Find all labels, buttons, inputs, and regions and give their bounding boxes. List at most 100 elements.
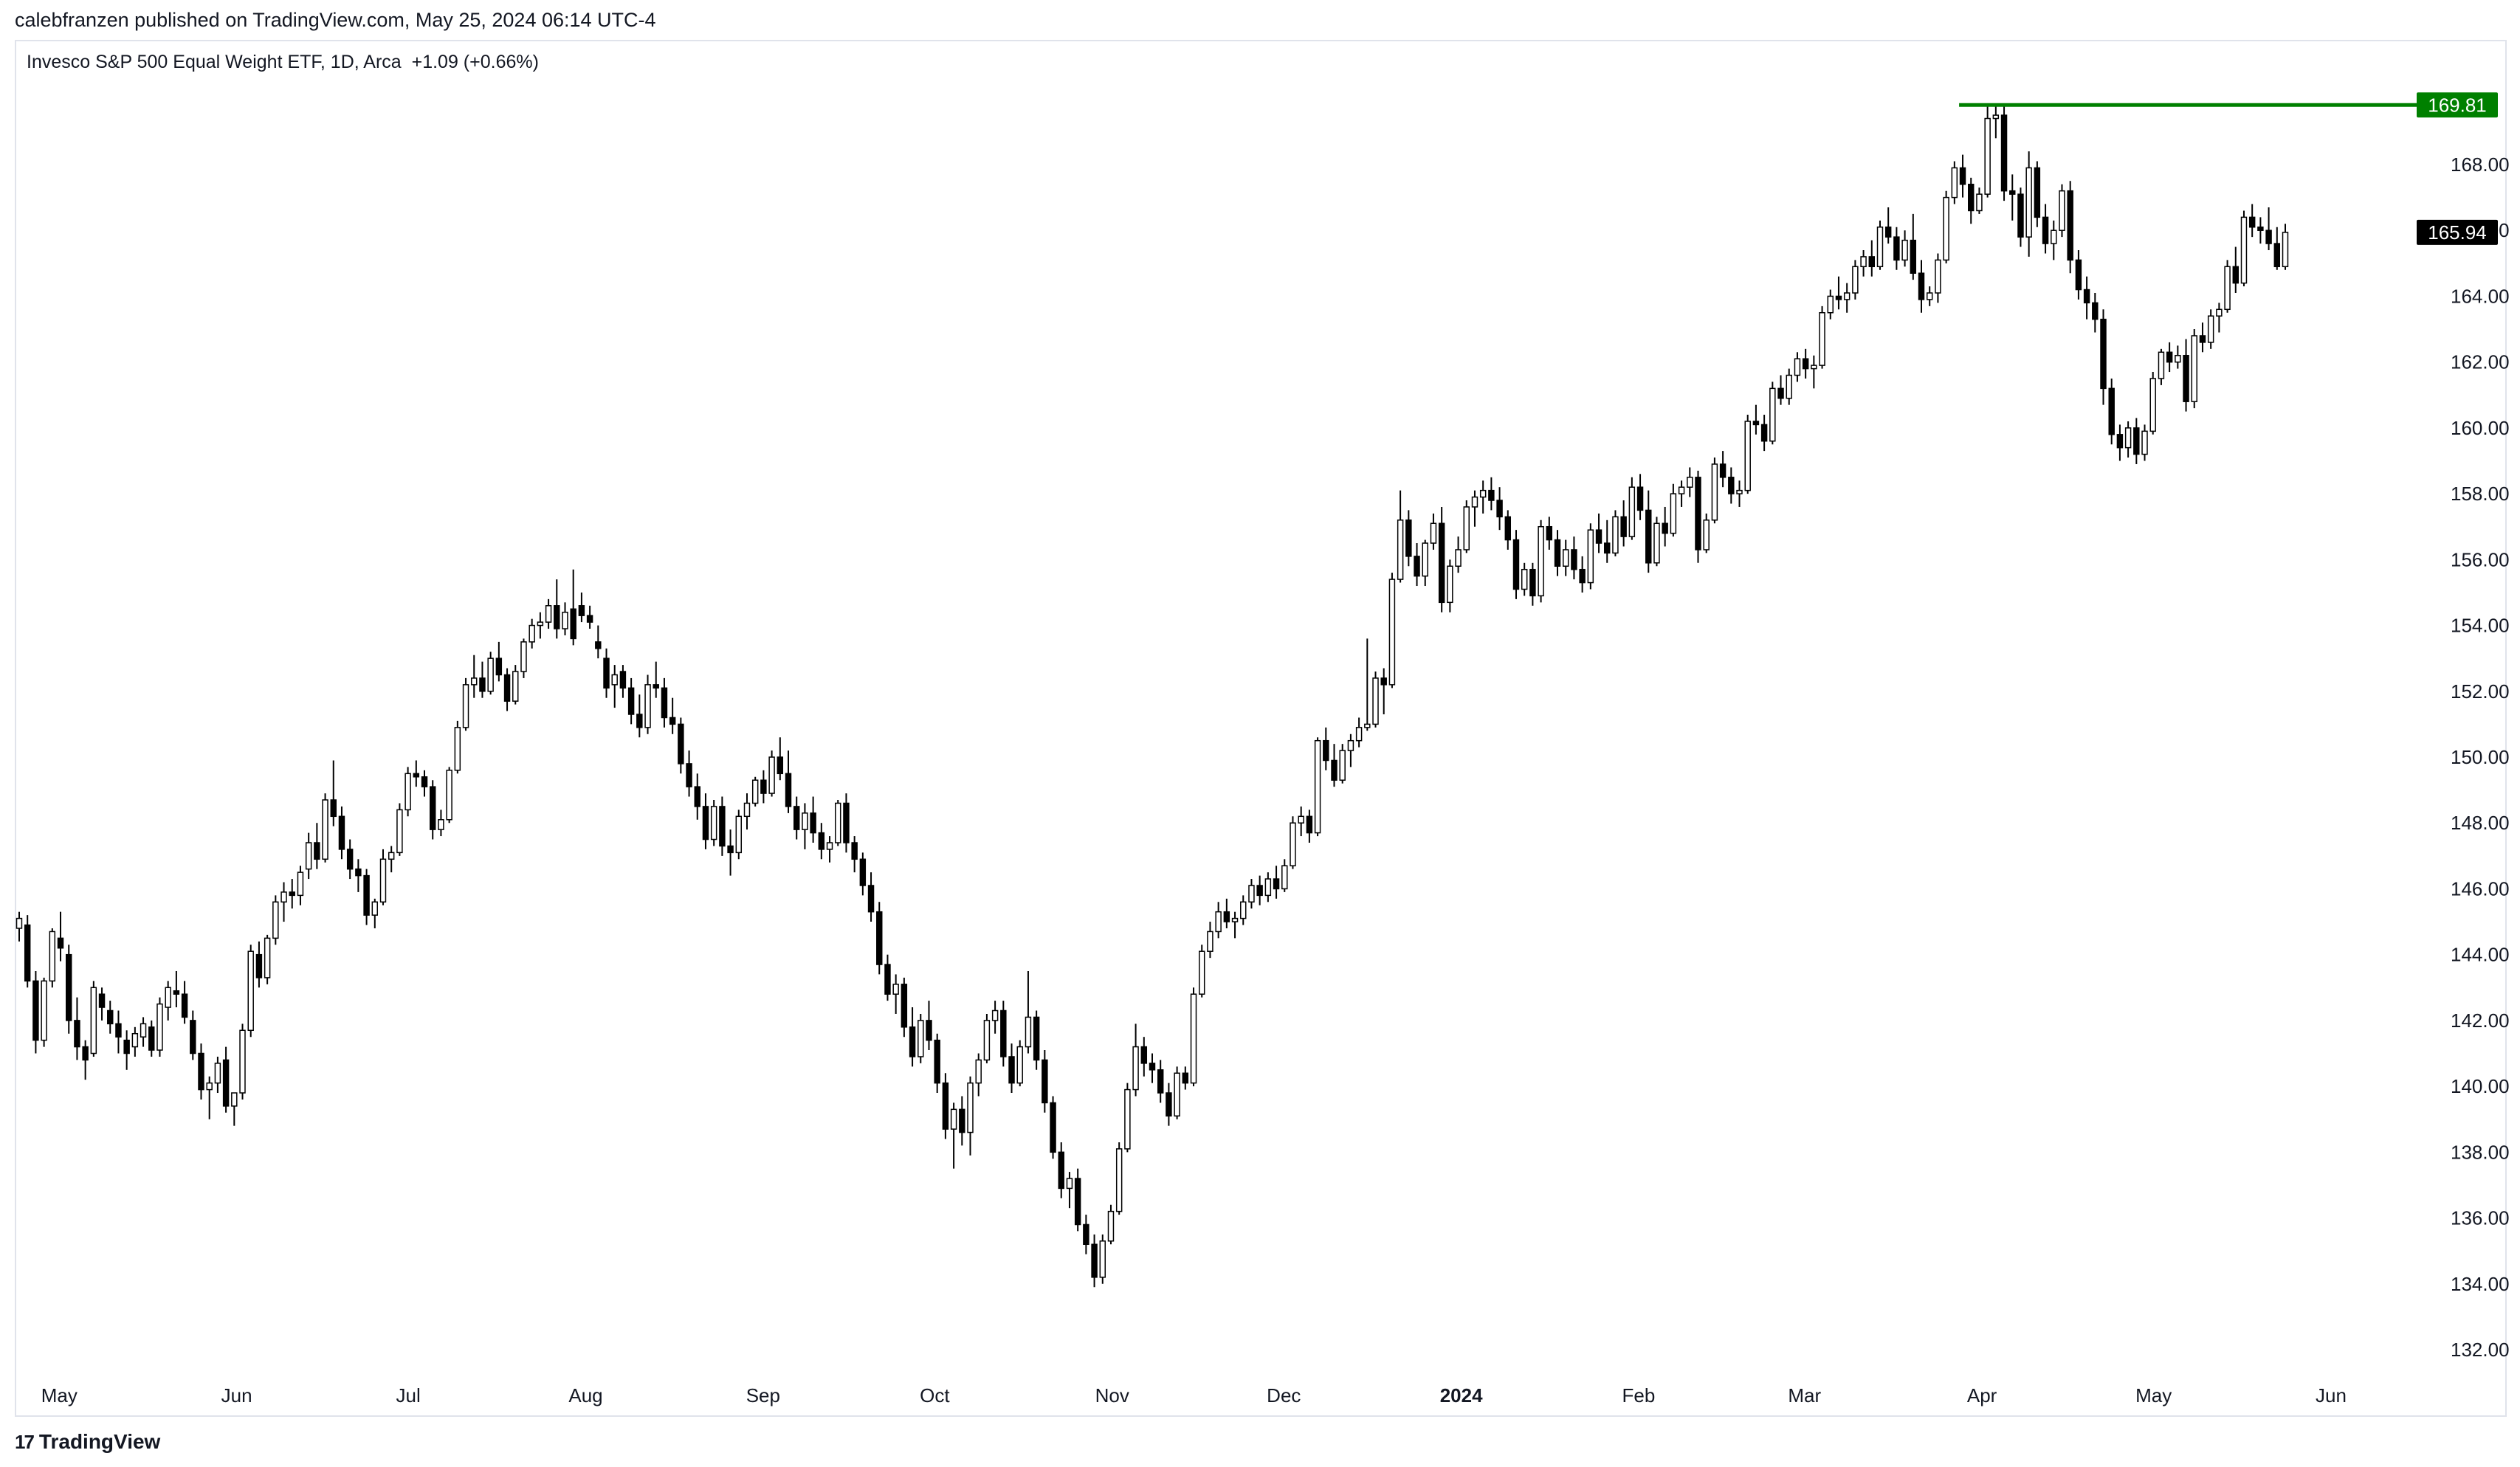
y-axis-tick-label: 168.00	[2451, 153, 2510, 176]
candle-body	[1422, 542, 1428, 577]
candle-body	[1935, 259, 1941, 294]
candle-body	[165, 987, 171, 1008]
candle-body	[1091, 1243, 1098, 1278]
candle-body	[1687, 477, 1693, 488]
candle-body	[1951, 167, 1958, 199]
candle-body	[1777, 387, 1784, 399]
candle-body	[413, 773, 420, 778]
candle-body	[959, 1108, 965, 1133]
candle-body	[438, 819, 444, 830]
candle-body	[1968, 184, 1975, 212]
candle-body	[454, 727, 461, 771]
x-axis-tick-label: Dec	[1267, 1384, 1301, 1406]
candle-body	[802, 812, 808, 830]
candle-body	[346, 849, 354, 870]
candle-body	[909, 1026, 916, 1057]
candle-body	[272, 901, 279, 939]
candle-body	[1538, 525, 1544, 597]
y-axis-tick-label: 132.00	[2451, 1339, 2510, 1361]
candle-body	[2183, 354, 2189, 402]
candle-body	[1016, 1046, 1023, 1084]
y-axis-tick-label: 148.00	[2451, 812, 2510, 834]
candle-body	[1463, 506, 1470, 550]
candle-body	[222, 1059, 230, 1107]
candle-body	[1264, 878, 1272, 897]
candle-body	[1298, 815, 1304, 824]
candle-body	[314, 842, 320, 860]
candle-body	[1215, 911, 1222, 933]
candle-body	[1695, 477, 1701, 550]
candle-body	[950, 1108, 957, 1130]
candle-body	[2083, 289, 2090, 304]
candle-body	[1860, 256, 1867, 268]
candle-body	[1438, 522, 1445, 604]
candle-body	[942, 1082, 949, 1130]
y-axis-tick-label: 138.00	[2451, 1141, 2510, 1163]
candle-body	[537, 621, 544, 627]
candle-body	[1223, 911, 1230, 922]
candle-body	[1719, 463, 1727, 478]
high-price-badge-label: 169.81	[2428, 94, 2487, 116]
candle-body	[926, 1020, 932, 1041]
candle-body	[1587, 529, 1594, 584]
x-axis-tick-label: Apr	[1967, 1384, 1997, 1406]
candle-body	[1231, 917, 1239, 922]
candle-body	[678, 723, 684, 764]
candle-body	[2108, 387, 2115, 435]
candle-body	[1025, 1016, 1032, 1048]
candle-body	[1744, 421, 1751, 491]
candle-body	[2141, 430, 2148, 455]
candle-body	[1347, 739, 1354, 751]
candle-body	[1273, 878, 1280, 890]
high-price-badge	[2417, 92, 2498, 118]
candle-body	[181, 993, 188, 1018]
candle-body	[1645, 509, 1652, 564]
candle-body	[760, 779, 767, 794]
candle-body	[1174, 1072, 1180, 1117]
candle-body	[363, 874, 370, 916]
candle-body	[2000, 114, 2008, 192]
symbol-legend-change: +1.09 (+0.66%)	[411, 52, 539, 72]
candle-body	[355, 868, 362, 877]
candle-body	[2232, 266, 2239, 284]
candle-body	[1190, 993, 1197, 1084]
tradingview-logo[interactable]: 17 TradingView	[15, 1430, 160, 1454]
candle-body	[1512, 539, 1520, 590]
candle-body	[1571, 549, 1577, 570]
symbol-legend: Invesco S&P 500 Equal Weight ETF, 1D, Ar…	[27, 52, 539, 73]
candle-body	[1769, 387, 1776, 442]
y-axis-tick-label: 152.00	[2451, 680, 2510, 703]
candle-body	[627, 687, 635, 715]
candle-body	[653, 684, 659, 689]
candle-body	[239, 1029, 246, 1094]
candle-body	[1058, 1151, 1064, 1190]
candle-body	[1595, 529, 1602, 544]
candle-body	[1339, 750, 1346, 781]
candle-body	[156, 1003, 163, 1051]
x-axis-tick-label: May	[41, 1384, 78, 1406]
candle-body	[1042, 1059, 1048, 1104]
candle-body	[2042, 216, 2049, 244]
candle-body	[1852, 266, 1859, 294]
candle-body	[1455, 549, 1462, 567]
candle-body	[1033, 1016, 1040, 1061]
candle-body	[611, 674, 618, 686]
candle-body	[2051, 229, 2057, 244]
candle-body	[1124, 1088, 1131, 1150]
candle-body	[198, 1052, 204, 1091]
candle-body	[1678, 486, 1685, 494]
candle-body	[1355, 727, 1363, 742]
candle-body	[148, 1026, 155, 1051]
x-axis-tick-label: Jul	[396, 1384, 421, 1406]
candle-body	[24, 924, 31, 982]
candle-body	[1240, 901, 1247, 919]
candle-body	[1504, 516, 1512, 541]
candle-body	[512, 671, 519, 702]
candle-body	[297, 871, 304, 897]
candle-body	[115, 1023, 122, 1038]
candle-body	[1496, 500, 1503, 518]
candle-body	[661, 687, 668, 719]
candle-body	[1959, 167, 1966, 185]
candle-body	[264, 937, 271, 978]
